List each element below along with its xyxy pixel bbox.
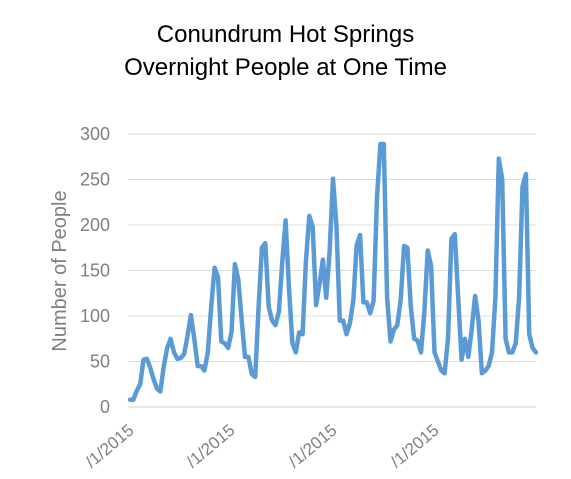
chart-title-block: Conundrum Hot Springs Overnight People a…	[0, 18, 571, 84]
y-tick-label: 150	[80, 261, 110, 281]
y-axis-label: Number of People	[49, 190, 71, 351]
x-tick-label: /1/2015	[387, 421, 443, 472]
chart-subtitle: Overnight People at One Time	[124, 54, 447, 81]
x-tick-label: /1/2015	[183, 421, 239, 472]
chart-title: Conundrum Hot Springs	[156, 21, 415, 48]
x-axis-ticks: /1/2015/1/2015/1/2015/1/2015	[82, 421, 443, 472]
y-tick-label: 100	[80, 306, 110, 326]
gridlines	[128, 133, 536, 408]
series-group	[127, 141, 539, 402]
y-tick-label: 200	[80, 215, 110, 235]
y-tick-label: 0	[100, 397, 110, 417]
y-tick-label: 250	[80, 170, 110, 190]
series-line	[127, 141, 539, 402]
y-tick-label: 50	[90, 352, 110, 372]
y-axis-ticks: 0 50 100 150 200 250 300	[80, 124, 110, 417]
y-tick-label: 300	[80, 124, 110, 144]
x-tick-label: /1/2015	[82, 421, 138, 472]
x-tick-label: /1/2015	[285, 421, 341, 472]
